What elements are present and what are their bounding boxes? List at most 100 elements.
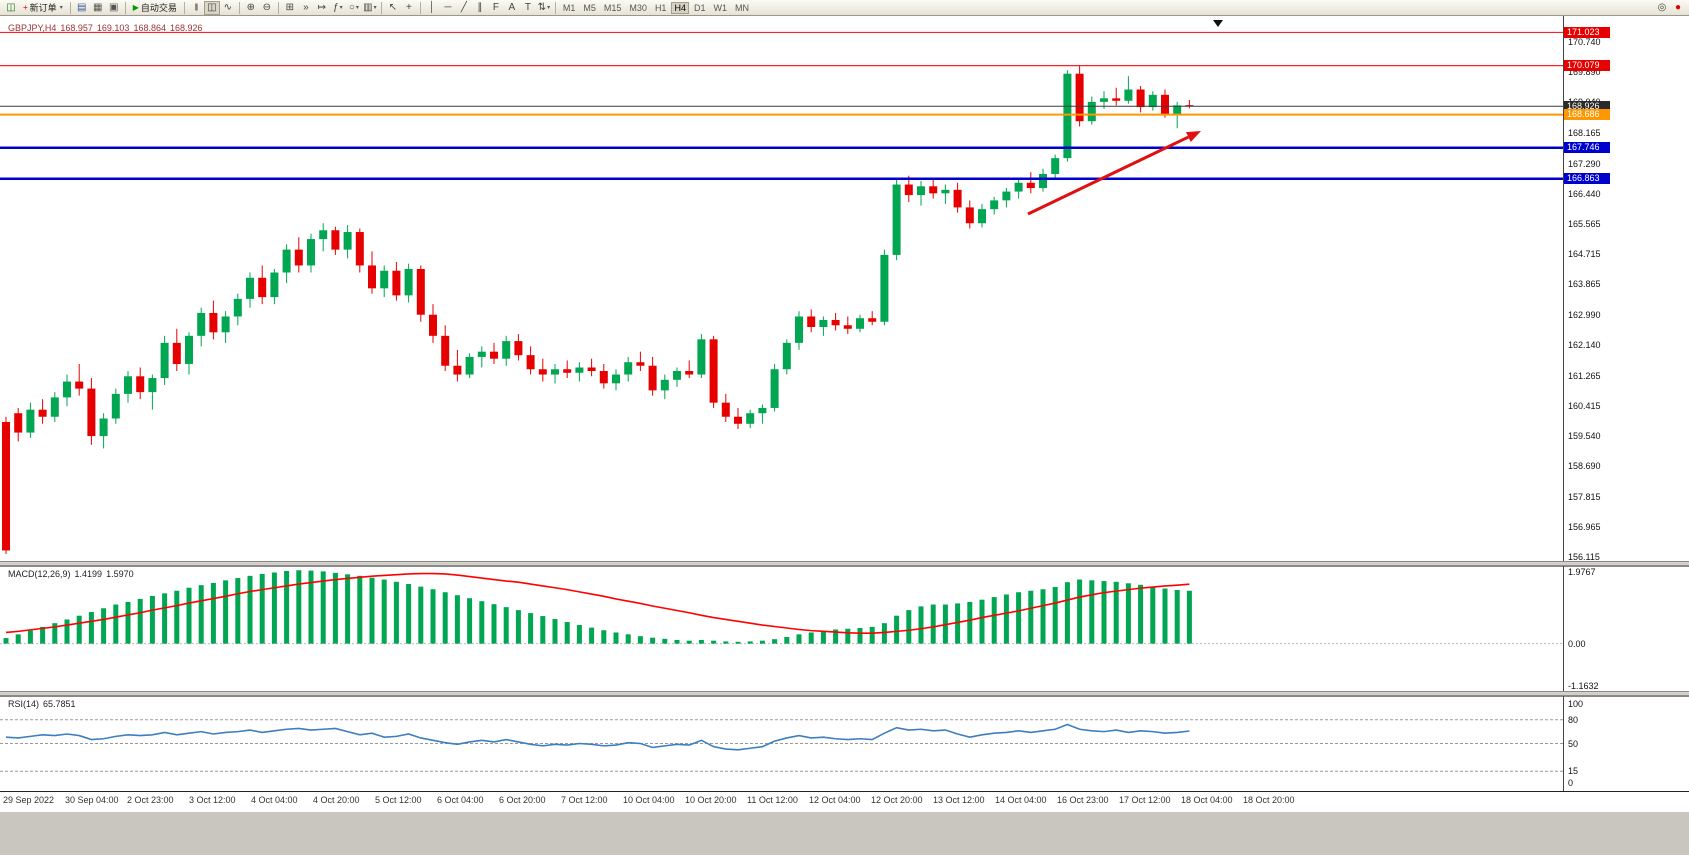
macd-signal-line [5, 572, 1190, 635]
arrows-icon[interactable]: ⇅ ▾ [536, 1, 552, 15]
time-axis-label: 18 Oct 04:00 [1181, 795, 1233, 805]
macd-hist-bar [223, 580, 229, 644]
text-icon-glyph: A [508, 1, 516, 13]
time-axis[interactable]: 29 Sep 2022 30 Sep 04:00 2 Oct 23:00 3 Oct … [0, 791, 1689, 812]
candlestick-chart-icon[interactable]: ◫ [203, 0, 220, 15]
timeframe-w1[interactable]: W1 [713, 2, 727, 13]
data-window-icon[interactable]: ▦ [90, 1, 106, 15]
toolbar-separator [124, 1, 126, 14]
candle-body [307, 239, 315, 266]
caret-down-icon: ▾ [339, 4, 343, 11]
zoom-in-icon[interactable]: ⊕ [243, 1, 259, 15]
candle-body [355, 232, 364, 266]
timeframe-m30[interactable]: M30 [629, 2, 647, 13]
timeframe-m1[interactable]: M1 [562, 2, 576, 13]
equidistant-channel-icon[interactable]: ∥ [472, 1, 488, 15]
toolbar-separator [69, 1, 71, 14]
macd-hist-bar [491, 604, 497, 644]
candle-body [709, 339, 718, 403]
price-axis-border [1563, 16, 1564, 812]
terminal-icon[interactable]: ▣ [106, 1, 122, 15]
macd-hist-bar [149, 595, 155, 644]
macd-hist-bar [1186, 590, 1192, 644]
candle-body [270, 272, 279, 298]
macd-hist-bar [613, 632, 619, 644]
timeframe-m5[interactable]: M5 [583, 2, 596, 13]
candle-body [831, 319, 840, 326]
candle-body [380, 270, 389, 289]
candle-body [429, 314, 437, 336]
timeframe-d1[interactable]: D1 [693, 2, 706, 13]
zoom-out-icon[interactable]: ⊖ [259, 1, 275, 15]
alert-badge-icon[interactable]: ● [1670, 1, 1686, 15]
timeframe-h4[interactable]: H4 [671, 1, 689, 14]
periods-icon[interactable]: ○ ▾ [346, 1, 362, 15]
cursor-icon[interactable]: ↖ [385, 1, 401, 15]
auto-scroll-icon[interactable]: » [298, 1, 314, 15]
macd-pane[interactable] [0, 566, 1689, 691]
macd-hist-bar [955, 603, 961, 644]
chart-shift-marker[interactable] [1213, 20, 1223, 27]
macd-hist-bar [808, 632, 814, 644]
text-icon[interactable]: A [504, 1, 520, 15]
candle-body [136, 376, 145, 393]
macd-hist-bar [418, 586, 424, 644]
candle-body [99, 418, 108, 437]
time-axis-label: 12 Oct 04:00 [809, 795, 861, 805]
macd-hist-bar [308, 570, 314, 644]
line-chart-icon[interactable]: ∿ [220, 1, 236, 15]
bar-chart-icon[interactable]: ||| [188, 1, 204, 15]
trend-arrow[interactable] [1027, 135, 1190, 216]
ohlc-close: 168.926 [170, 23, 203, 33]
macd-hist-bar [88, 611, 94, 644]
macd-hist-bar [1113, 581, 1119, 644]
timeframe-h1[interactable]: H1 [654, 2, 667, 13]
macd-hist-bar [1125, 583, 1131, 644]
rsi-pane[interactable] [0, 696, 1689, 791]
toolbar-separator [277, 1, 279, 14]
app-chart-icon[interactable]: ◫ [3, 1, 19, 15]
trendline-icon[interactable]: ╱ [456, 1, 472, 15]
candle-body [526, 355, 535, 370]
navigator-icon[interactable]: ▤ [74, 1, 90, 15]
candle-body [843, 325, 852, 329]
chart-shift-icon[interactable]: ↦ [314, 1, 330, 15]
macd-hist-bar [64, 619, 70, 644]
macd-hist-bar [40, 626, 46, 644]
candle-body [624, 362, 633, 375]
search-icon[interactable]: ◎ [1654, 1, 1670, 15]
label-icon[interactable]: T [520, 1, 536, 15]
candle-body [929, 186, 938, 194]
macd-hist-bar [1138, 584, 1144, 644]
fibonacci-icon[interactable]: F [488, 1, 504, 15]
new-order-button-label: 新订单 [29, 3, 57, 13]
candle-body [1051, 158, 1060, 174]
macd-hist-bar [101, 608, 107, 644]
indicators-icon[interactable]: ƒ ▾ [330, 1, 346, 15]
macd-hist-bar [1064, 582, 1070, 644]
pane-splitter[interactable] [0, 561, 1689, 566]
new-order-button[interactable]: + 新订单 ▾ [19, 1, 67, 15]
pane-splitter[interactable] [0, 691, 1689, 696]
price-pane[interactable] [0, 16, 1689, 561]
macd-hist-bar [735, 641, 741, 644]
vertical-line-icon[interactable]: │ [424, 1, 440, 15]
autotrading-button[interactable]: ▶ 自动交易 [129, 1, 181, 15]
macd-hist-bar [125, 601, 131, 644]
caret-down-icon: ▾ [59, 5, 63, 11]
crosshair-icon[interactable]: + [401, 1, 417, 15]
macd-hist-bar [479, 601, 485, 644]
time-axis-label: 17 Oct 12:00 [1119, 795, 1171, 805]
macd-hist-bar [1089, 580, 1095, 644]
tile-windows-icon[interactable]: ⊞ [282, 1, 298, 15]
timeframe-m15[interactable]: M15 [603, 2, 622, 13]
horizontal-line-icon[interactable]: ─ [440, 1, 456, 15]
candle-body [14, 413, 23, 433]
macd-hist-bar [979, 599, 985, 644]
timeframe-mn[interactable]: MN [734, 2, 749, 13]
candle-body [868, 318, 877, 322]
macd-hist-bar [576, 625, 582, 644]
line-chart-icon-glyph: ∿ [223, 1, 233, 13]
templates-icon[interactable]: ▥ ▾ [362, 1, 378, 15]
candle-body [38, 409, 47, 417]
